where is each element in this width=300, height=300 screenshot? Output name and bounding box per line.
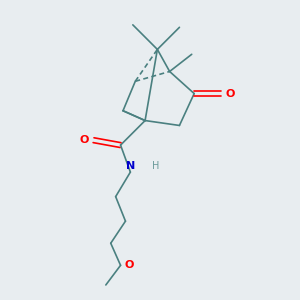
- Text: N: N: [126, 161, 135, 171]
- Text: O: O: [125, 260, 134, 270]
- Text: H: H: [152, 161, 160, 171]
- Text: O: O: [226, 88, 235, 99]
- Text: O: O: [80, 135, 89, 145]
